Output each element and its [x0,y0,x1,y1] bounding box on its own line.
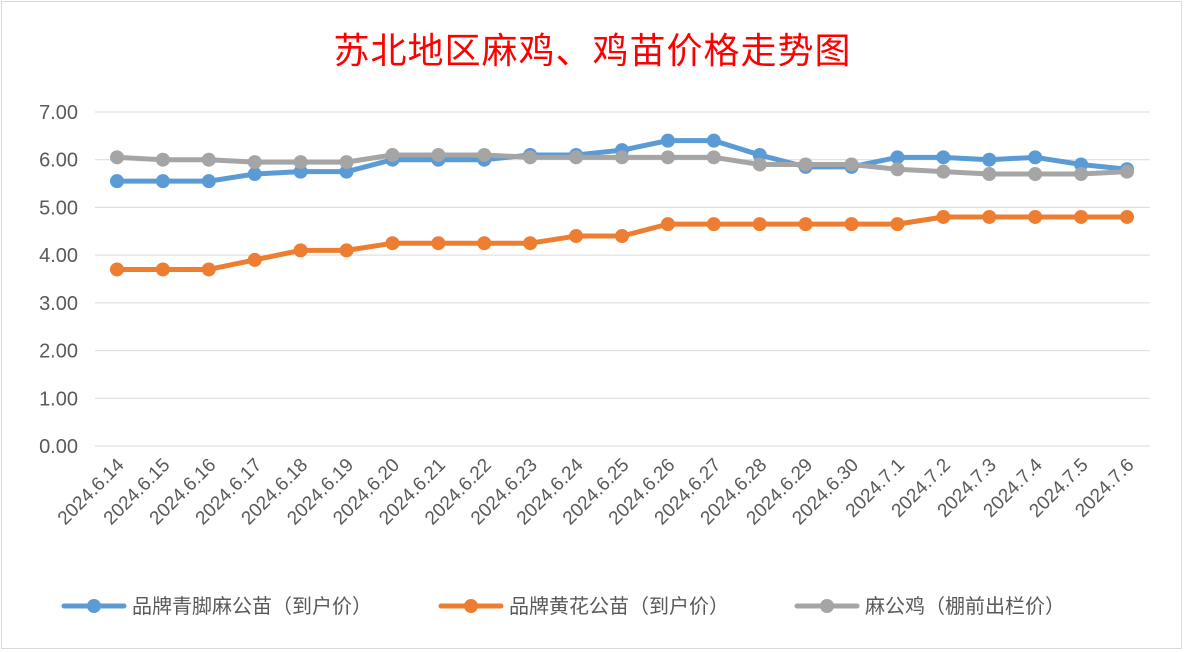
data-point [385,236,400,251]
data-point [615,229,629,244]
legend-item: 品牌黄花公苗（到户价） [438,594,729,618]
data-point [201,174,216,189]
y-tick-label: 3.00 [39,293,78,315]
data-point [660,133,675,148]
data-point [844,157,859,172]
data-point [982,152,997,167]
data-point [569,229,584,244]
data-point [890,217,905,232]
legend-item: 品牌青脚麻公苗（到户价） [61,594,372,618]
data-point [936,150,951,165]
data-point [477,236,492,251]
data-point [890,150,905,165]
data-point [155,262,170,277]
y-tick-label: 0.00 [39,436,78,458]
data-point [293,155,308,170]
x-axis-ticks: 2024.6.142024.6.152024.6.162024.6.172024… [54,454,1139,529]
data-point [110,262,124,277]
data-point [982,209,997,224]
data-point [385,147,400,162]
series-lines [110,133,1134,277]
data-point [523,150,538,165]
y-tick-label: 2.00 [39,341,78,363]
data-point [660,150,675,165]
data-point [844,217,859,232]
data-point [936,209,951,224]
series-2 [110,209,1134,277]
data-point [1028,167,1043,182]
data-point [706,133,721,148]
data-point [1120,209,1134,224]
data-point [523,236,538,251]
data-point [890,162,905,177]
data-point [201,262,216,277]
y-tick-label: 7.00 [39,102,78,124]
legend-marker [464,599,478,613]
series-3 [110,147,1134,182]
y-tick-label: 5.00 [39,197,78,219]
data-point [798,217,813,232]
y-tick-label: 4.00 [39,245,78,267]
data-point [982,167,997,182]
data-point [339,243,354,258]
data-point [155,174,170,189]
legend-label: 品牌黄花公苗（到户价） [509,594,729,618]
legend-item: 麻公鸡（棚前出栏价） [794,594,1065,618]
legend-label: 麻公鸡（棚前出栏价） [865,594,1065,618]
series-line [114,214,1130,272]
y-axis-ticks: 0.00 1.00 2.00 3.00 4.00 5.00 6.00 7.00 [39,102,78,458]
data-point [247,252,262,267]
data-point [1028,150,1043,165]
data-point [569,150,584,165]
chart-title: 苏北地区麻鸡、鸡苗价格走势图 [333,31,852,72]
data-point [155,152,170,167]
data-point [247,155,262,170]
data-point [339,155,354,170]
legend-label: 品牌青脚麻公苗（到户价） [132,594,372,618]
data-point [110,150,124,165]
legend: 品牌青脚麻公苗（到户价） 品牌黄花公苗（到户价） 麻公鸡（棚前出栏价） [61,594,1065,618]
legend-marker [87,599,101,613]
data-point [706,217,721,232]
data-point [110,174,124,189]
data-point [1028,209,1043,224]
data-point [293,243,308,258]
data-point [1074,209,1089,224]
data-point [247,167,262,182]
data-point [431,147,446,162]
data-point [660,217,675,232]
data-point [752,157,767,172]
data-point [615,150,629,165]
data-point [936,164,951,179]
y-tick-label: 6.00 [39,150,78,172]
data-point [798,157,813,172]
data-point [752,217,767,232]
data-point [477,147,492,162]
data-point [201,152,216,167]
data-point [1120,164,1134,179]
data-point [431,236,446,251]
data-point [1074,167,1089,182]
data-point [706,150,721,165]
legend-marker [820,599,834,613]
y-tick-label: 1.00 [39,388,78,410]
